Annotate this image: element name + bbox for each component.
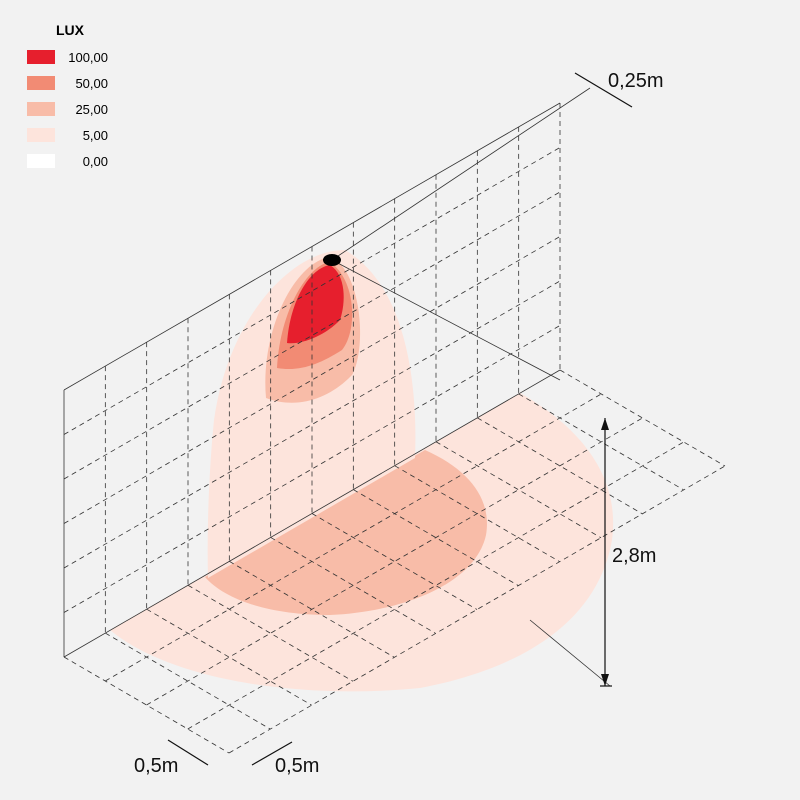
- legend-swatch: [27, 50, 55, 64]
- grid-depth-label: 0,5m: [134, 755, 178, 777]
- floor-grid-line: [105, 632, 271, 730]
- wall-base-edge: [63, 369, 561, 658]
- wall-top-edge: [63, 102, 561, 391]
- floor-area-25: [205, 450, 487, 615]
- legend-label: 0,00: [83, 154, 108, 169]
- floor-grid-line: [353, 489, 519, 586]
- floor-grid-line: [187, 584, 354, 682]
- wall-grid-line: [63, 236, 561, 524]
- floor-grid-line: [229, 560, 395, 658]
- offset-label: 0,25m: [608, 70, 664, 92]
- floor-grid-line: [270, 537, 436, 634]
- floor-grid-line: [105, 393, 602, 682]
- wall-grid-line: [63, 147, 561, 435]
- floor-grid-line: [228, 465, 726, 754]
- legend-label: 50,00: [75, 76, 108, 91]
- legend-swatch: [27, 102, 55, 116]
- wall-grid-line: [63, 325, 561, 613]
- grid-width-label: 0,5m: [275, 755, 319, 777]
- legend-swatch: [27, 76, 55, 90]
- dimension-lines: [167, 72, 633, 766]
- floor-grid-line: [63, 656, 230, 754]
- wall-area-100: [287, 265, 344, 344]
- wall-grid-line: [63, 191, 561, 480]
- legend-label: 100,00: [68, 50, 108, 65]
- wall-grid-line: [63, 280, 561, 569]
- offset-line: [331, 87, 591, 261]
- light-fixture: [323, 254, 341, 266]
- wall-area-5: [207, 250, 416, 578]
- legend-swatch: [27, 128, 55, 142]
- floor-grid-line: [435, 441, 602, 539]
- height-label: 2,8m: [612, 545, 656, 567]
- floor-grid-line: [187, 441, 684, 730]
- legend-label: 5,00: [83, 128, 108, 143]
- legend-swatch: [27, 154, 55, 168]
- floor-grid-line: [146, 417, 643, 706]
- legend-label: 25,00: [75, 102, 108, 117]
- floor-grid-line: [311, 513, 478, 610]
- height-base-line: [529, 619, 611, 687]
- floor-grid-line: [477, 417, 643, 515]
- legend: 100,00 50,00 25,00 5,00 0,00: [27, 50, 108, 169]
- floor-grid-line: [559, 369, 726, 467]
- floor-grid-line: [146, 608, 312, 706]
- grid: [63, 103, 726, 754]
- arrowheads: [601, 418, 609, 686]
- floor-grid-line: [518, 393, 684, 491]
- legend-title: LUX: [56, 22, 85, 38]
- floor-grid-line: [394, 465, 560, 563]
- height-line: [331, 259, 561, 381]
